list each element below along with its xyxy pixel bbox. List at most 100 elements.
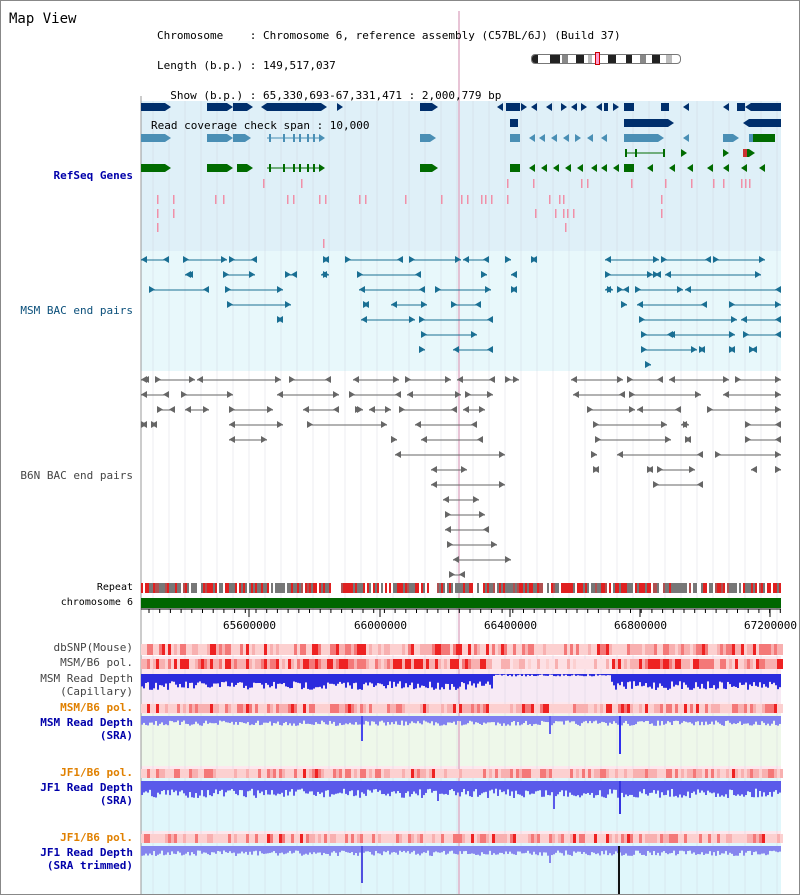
polymorphism-cell xyxy=(279,769,282,778)
repeat-segment xyxy=(353,583,355,593)
strand-arrow xyxy=(723,149,729,157)
refseq-variant-tick xyxy=(749,179,751,188)
depth-bar xyxy=(603,781,605,798)
depth-bar xyxy=(623,846,625,855)
strand-arrow xyxy=(143,376,149,383)
polymorphism-cell xyxy=(291,644,294,655)
polymorphism-cell xyxy=(234,769,237,778)
depth-bar xyxy=(655,781,657,794)
track-label-msm-b6-pol[interactable]: MSM/B6 pol. xyxy=(60,656,133,669)
track-label-jf1-b6-pol-2[interactable]: JF1/B6 pol. xyxy=(60,831,133,844)
polymorphism-cell xyxy=(666,704,669,713)
refseq-variant-tick xyxy=(691,179,693,188)
track-label-jf1-depth-sra[interactable]: JF1 Read Depth xyxy=(40,781,133,794)
polymorphism-cell xyxy=(288,659,291,669)
depth-bar xyxy=(391,781,393,792)
polymorphism-cell xyxy=(546,659,549,669)
polymorphism-cell xyxy=(345,704,348,713)
strand-arrow xyxy=(505,256,511,263)
polymorphism-cell xyxy=(345,834,348,843)
strand-arrow xyxy=(529,134,535,142)
polymorphism-cell xyxy=(183,644,186,655)
track-label-msm-bac[interactable]: MSM BAC end pairs xyxy=(20,304,133,317)
depth-bar xyxy=(731,674,733,687)
depth-bar xyxy=(583,674,585,677)
strand-arrow xyxy=(629,391,635,398)
depth-bar xyxy=(303,674,305,688)
polymorphism-cell xyxy=(357,834,360,843)
strand-arrow xyxy=(459,571,465,578)
depth-bar xyxy=(647,674,649,688)
depth-bar xyxy=(183,674,185,688)
depth-bar xyxy=(715,674,717,690)
depth-bar xyxy=(607,846,609,856)
strand-arrow xyxy=(151,421,157,428)
depth-bar xyxy=(739,846,741,854)
track-label-msm-depth-sra[interactable]: MSM Read Depth xyxy=(40,716,133,729)
polymorphism-cell xyxy=(381,834,384,843)
repeat-segment xyxy=(265,583,267,593)
depth-bar xyxy=(439,674,441,690)
strand-arrow xyxy=(601,164,607,172)
ideogram-position-marker[interactable] xyxy=(595,52,600,65)
polymorphism-cell xyxy=(753,704,756,713)
depth-bar xyxy=(395,674,397,687)
track-label-repeat[interactable]: Repeat xyxy=(96,582,133,593)
polymorphism-cell xyxy=(417,659,420,669)
polymorphism-cell xyxy=(729,644,732,655)
strand-arrow xyxy=(489,376,495,383)
depth-bar xyxy=(725,716,727,721)
polymorphism-cell xyxy=(723,834,726,843)
repeat-segment xyxy=(271,583,273,593)
depth-bar xyxy=(531,716,533,726)
polymorphism-cell xyxy=(336,704,339,713)
depth-bar xyxy=(185,846,187,854)
repeat-segment xyxy=(461,583,463,593)
depth-bar xyxy=(313,781,315,795)
depth-bar xyxy=(215,674,217,684)
depth-bar xyxy=(287,781,289,796)
depth-bar xyxy=(377,846,379,854)
polymorphism-cell xyxy=(579,834,582,843)
polymorphism-cell xyxy=(387,704,390,713)
depth-bar xyxy=(249,674,251,688)
repeat-segment xyxy=(165,583,167,593)
repeat-segment xyxy=(427,583,429,593)
strand-arrow xyxy=(471,331,477,338)
polymorphism-cell xyxy=(555,704,558,713)
depth-bar xyxy=(313,846,315,853)
repeat-segment xyxy=(479,583,481,593)
depth-bar xyxy=(353,674,355,684)
strand-arrow xyxy=(163,391,169,398)
track-label-msm-depth-capillary[interactable]: MSM Read Depth xyxy=(40,672,133,685)
repeat-segment xyxy=(595,583,597,593)
depth-bar xyxy=(303,716,305,721)
polymorphism-cell xyxy=(357,769,360,778)
depth-bar xyxy=(437,716,439,724)
depth-bar xyxy=(687,716,689,723)
polymorphism-cell xyxy=(705,644,708,655)
depth-bar xyxy=(353,846,355,856)
refseq-variant-tick xyxy=(665,179,667,188)
strand-arrow xyxy=(225,286,231,293)
refseq-variant-tick xyxy=(661,209,663,218)
track-label-dbsnp[interactable]: dbSNP(Mouse) xyxy=(53,641,133,654)
depth-bar xyxy=(689,781,691,798)
depth-bar xyxy=(173,716,175,723)
track-label-jf1-b6-pol[interactable]: JF1/B6 pol. xyxy=(60,766,133,779)
track-label-jf1-depth-trimmed[interactable]: JF1 Read Depth xyxy=(40,846,133,859)
polymorphism-cell xyxy=(576,834,579,843)
strand-arrow xyxy=(141,391,147,398)
strand-arrow xyxy=(395,391,401,398)
polymorphism-cell xyxy=(456,834,459,843)
repeat-segment xyxy=(667,583,669,593)
depth-bar xyxy=(309,846,311,853)
track-label-msm-b6-pol-2[interactable]: MSM/B6 pol. xyxy=(60,701,133,714)
polymorphism-cell xyxy=(636,769,639,778)
polymorphism-cell xyxy=(573,659,576,669)
polymorphism-cell xyxy=(450,659,453,669)
track-label-b6n-bac[interactable]: B6N BAC end pairs xyxy=(20,469,133,482)
track-label-refseq[interactable]: RefSeq Genes xyxy=(53,169,133,182)
polymorphism-cell xyxy=(453,834,456,843)
